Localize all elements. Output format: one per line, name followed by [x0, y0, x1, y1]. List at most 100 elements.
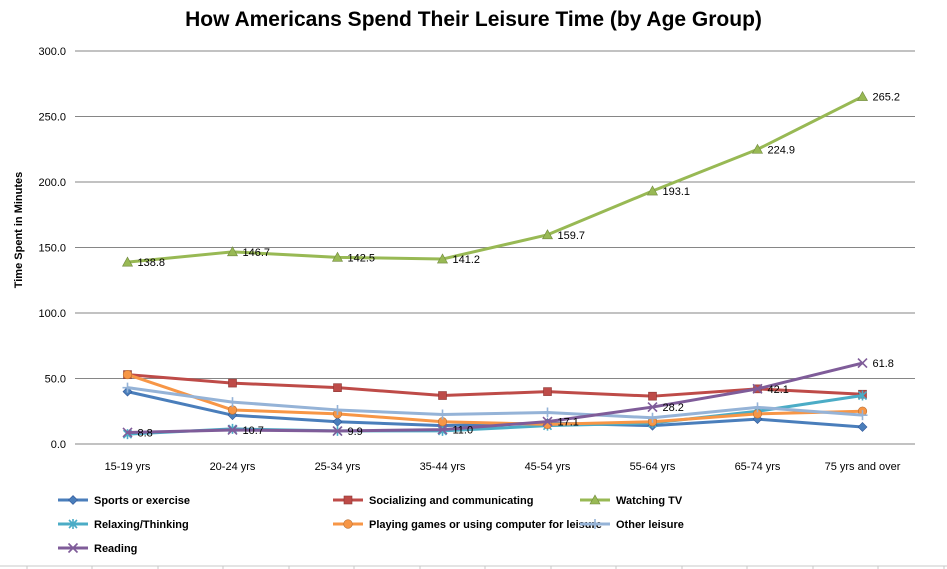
- y-axis-ticks: 0.0 50.0 100.0 150.0 200.0 250.0 300.0: [38, 46, 66, 451]
- legend-label: Other leisure: [616, 519, 684, 531]
- data-label: 138.8: [138, 257, 166, 269]
- legend-item-other-leisure: Other leisure: [580, 519, 684, 531]
- legend-item-relaxing-thinking: Relaxing/Thinking: [58, 519, 189, 531]
- legend-label: Watching TV: [616, 495, 683, 507]
- legend-item-playing-games-or-using-computer-for-leisure: Playing games or using computer for leis…: [333, 519, 602, 531]
- series-line: [127, 361, 863, 434]
- data-point: [857, 422, 868, 432]
- y-tick-label: 50.0: [45, 374, 66, 386]
- x-tick-label: 25-34 yrs: [315, 461, 361, 473]
- data-point: [331, 251, 344, 262]
- series-line: [127, 373, 863, 426]
- data-point: [542, 416, 553, 427]
- data-point: [648, 391, 657, 401]
- data-label: 61.8: [873, 358, 894, 370]
- data-point: [227, 397, 238, 408]
- legend-marker: [68, 495, 78, 505]
- y-tick-label: 0.0: [51, 439, 66, 451]
- data-point: [647, 401, 658, 413]
- data-point: [122, 427, 133, 438]
- data-point: [437, 424, 448, 435]
- legend-marker: [68, 519, 78, 529]
- data-label: 146.7: [243, 247, 271, 259]
- data-point: [752, 402, 763, 413]
- series-other-leisure: [122, 382, 868, 423]
- data-label: 193.1: [663, 186, 691, 198]
- legend-marker: [590, 519, 600, 529]
- legend-label: Reading: [94, 543, 137, 555]
- y-tick-label: 150.0: [38, 243, 66, 255]
- legend-label: Socializing and communicating: [369, 495, 533, 507]
- data-labels: 42.1 138.8 146.7 142.5 141.2 159.7 193.1 224.9 2…: [138, 92, 901, 440]
- data-point: [856, 90, 869, 101]
- legend-item-socializing-and-communicating: Socializing and communicating: [333, 495, 533, 507]
- data-point: [438, 391, 447, 400]
- series-group: [121, 90, 869, 440]
- series-line: [127, 95, 864, 264]
- legend: Sports or exercise Socializing and commun…: [58, 494, 684, 555]
- data-point: [436, 253, 449, 264]
- x-tick-label: 45-54 yrs: [525, 461, 571, 473]
- data-label: 9.9: [348, 426, 363, 438]
- data-point: [437, 409, 448, 420]
- data-point: [228, 378, 237, 388]
- data-point: [751, 143, 764, 154]
- data-label: 8.8: [138, 427, 153, 439]
- data-point: [227, 424, 238, 436]
- data-label: 141.2: [453, 254, 481, 266]
- data-point: [857, 410, 868, 421]
- series-line: [127, 373, 863, 398]
- legend-label: Relaxing/Thinking: [94, 519, 189, 531]
- data-point: [543, 387, 552, 396]
- x-tick-label: 75 yrs and over: [825, 461, 901, 473]
- chart-title: How Americans Spend Their Leisure Time (…: [185, 8, 762, 31]
- legend-item-watching-tv: Watching TV: [580, 494, 683, 507]
- data-point: [122, 382, 133, 393]
- x-tick-label: 55-64 yrs: [630, 461, 676, 473]
- data-label: 28.2: [663, 402, 684, 414]
- series-reading: [122, 357, 868, 438]
- data-label: 10.7: [243, 425, 264, 437]
- x-tick-label: 65-74 yrs: [735, 461, 781, 473]
- x-tick-label: 35-44 yrs: [420, 461, 466, 473]
- legend-marker: [67, 542, 79, 554]
- data-point: [857, 357, 868, 369]
- legend-label: Sports or exercise: [94, 495, 190, 507]
- x-axis-ticks: 15-19 yrs 20-24 yrs 25-34 yrs 35-44 yrs 45-5…: [105, 461, 901, 473]
- legend-item-reading: Reading: [58, 542, 137, 555]
- data-label: 142.5: [348, 252, 376, 264]
- data-point: [542, 407, 553, 418]
- legend-marker: [589, 494, 601, 505]
- series-line: [127, 386, 863, 420]
- legend-label: Playing games or using computer for leis…: [369, 519, 602, 531]
- y-tick-label: 300.0: [38, 46, 66, 58]
- y-tick-label: 100.0: [38, 308, 66, 320]
- data-point: [226, 246, 239, 257]
- data-label: 265.2: [873, 92, 901, 104]
- y-tick-label: 250.0: [38, 112, 66, 124]
- data-point: [541, 229, 554, 240]
- data-point: [121, 256, 134, 267]
- data-point: [857, 390, 868, 401]
- series-watching-tv: [121, 90, 869, 267]
- data-label: 159.7: [558, 230, 586, 242]
- data-label: 17.1: [558, 417, 579, 429]
- legend-marker: [343, 519, 353, 529]
- x-tick-label: 15-19 yrs: [105, 461, 151, 473]
- data-point: [332, 416, 343, 427]
- x-tick-label: 20-24 yrs: [210, 461, 256, 473]
- data-label: 224.9: [768, 144, 796, 156]
- data-point: [646, 185, 659, 196]
- data-label: 11.0: [453, 425, 474, 437]
- data-point: [647, 412, 658, 423]
- data-point: [122, 369, 133, 380]
- data-point: [332, 425, 343, 437]
- data-point: [752, 383, 763, 394]
- data-point: [333, 383, 342, 392]
- legend-item-sports-or-exercise: Sports or exercise: [58, 495, 190, 507]
- legend-marker: [343, 495, 353, 505]
- data-label: 42.1: [768, 384, 789, 396]
- data-point: [332, 404, 343, 415]
- y-tick-label: 200.0: [38, 177, 66, 189]
